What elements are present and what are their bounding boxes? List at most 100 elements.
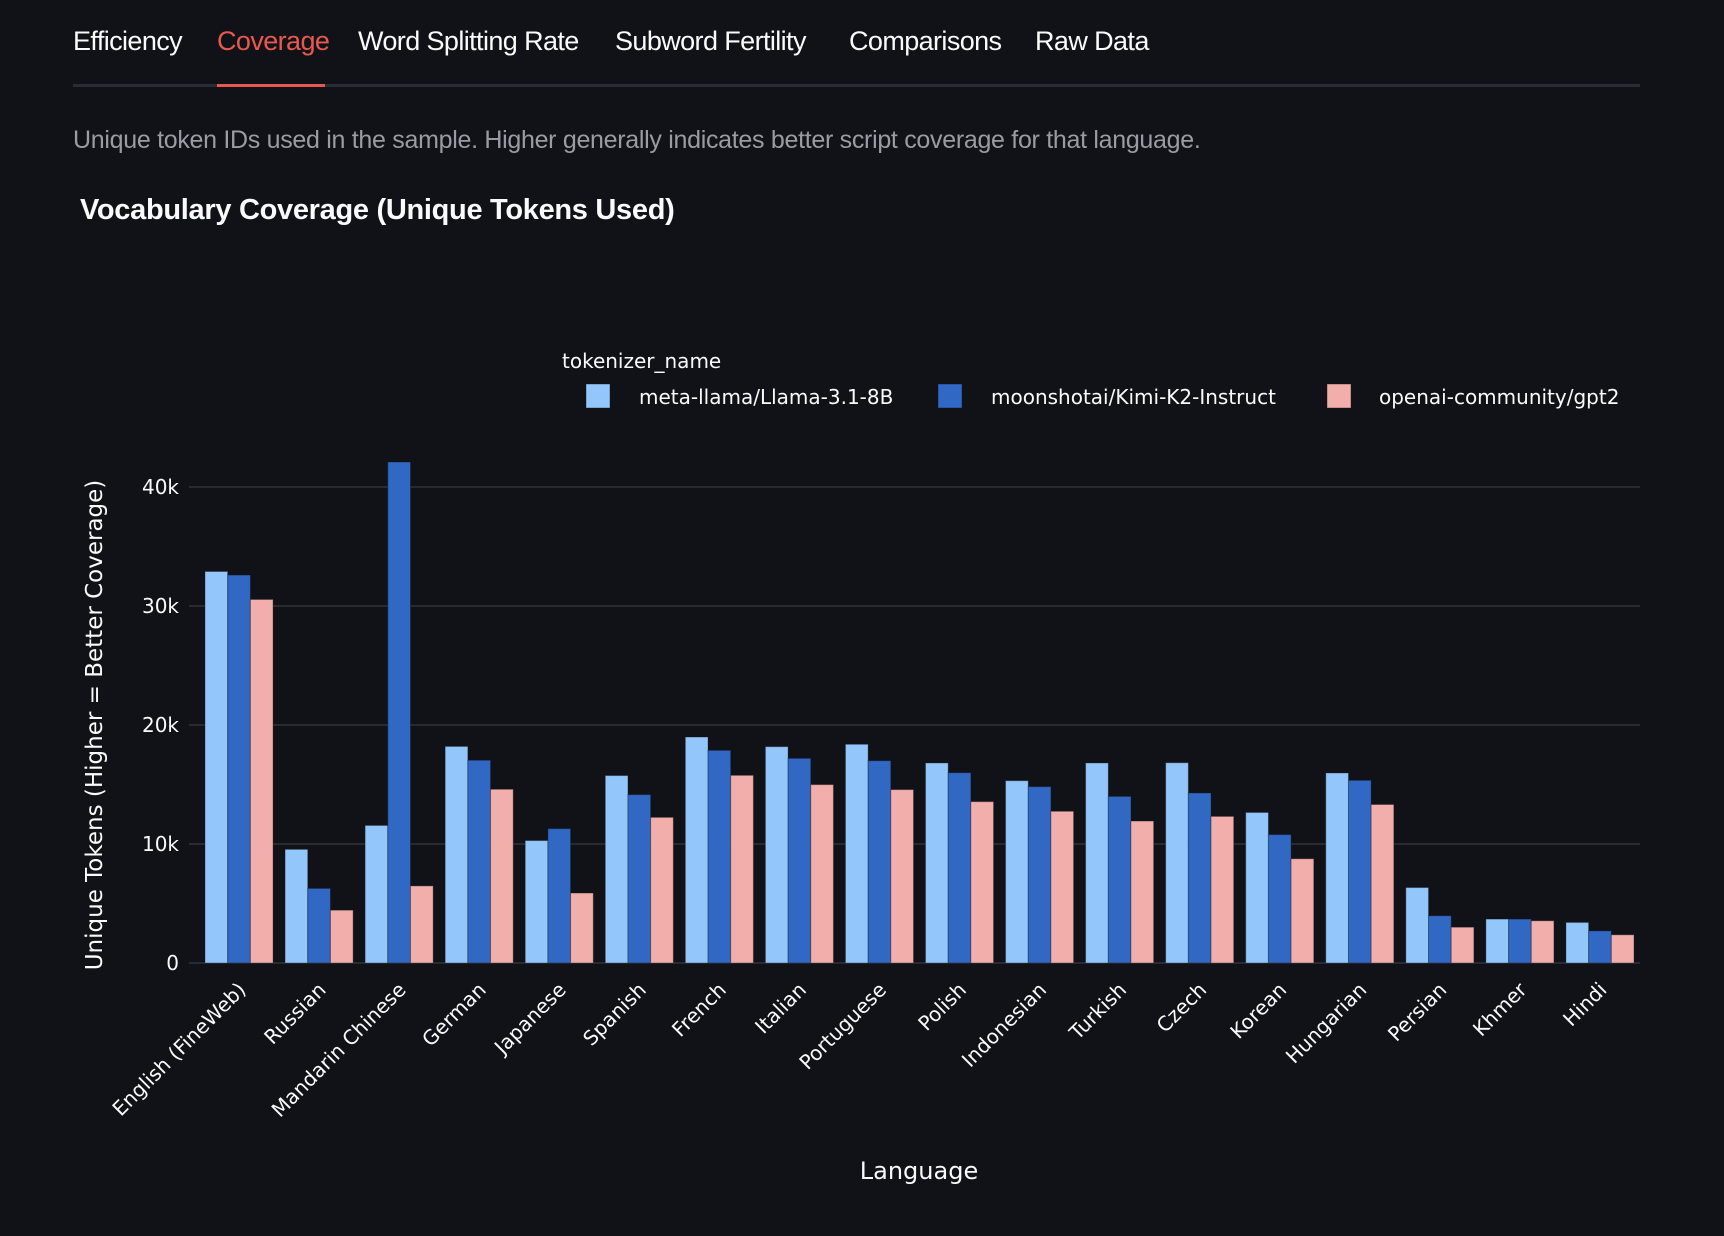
- bar-polish-series-2[interactable]: [947, 772, 972, 964]
- x-tick-label: Russian: [259, 978, 330, 1049]
- bar-german-series-3[interactable]: [490, 788, 514, 964]
- tab-word-splitting-rate[interactable]: Word Splitting Rate: [358, 26, 579, 56]
- bar-khmer-series-1[interactable]: [1485, 918, 1510, 964]
- bar-korean-series-2[interactable]: [1267, 834, 1292, 964]
- legend-item[interactable]: openai-community/gpt2: [1326, 383, 1619, 409]
- bar-polish-series-1[interactable]: [925, 762, 949, 964]
- tab-coverage[interactable]: Coverage: [217, 26, 330, 56]
- legend-label: meta-llama/Llama-3.1-8B: [639, 385, 893, 409]
- bar-mandarin-chinese-series-3[interactable]: [409, 885, 434, 964]
- bar-persian-series-2[interactable]: [1428, 915, 1452, 964]
- x-tick-label: Spanish: [578, 978, 651, 1051]
- bar-korean-series-1[interactable]: [1245, 811, 1269, 964]
- tab-bar: Efficiency Coverage Word Splitting Rate …: [73, 26, 1640, 88]
- bar-persian-series-1[interactable]: [1405, 887, 1430, 964]
- bar-czech-series-1[interactable]: [1165, 762, 1189, 964]
- bar-german-series-2[interactable]: [467, 759, 492, 964]
- bar-english-fineweb-series-1[interactable]: [204, 570, 229, 964]
- bar-russian-series-3[interactable]: [329, 909, 354, 964]
- x-tick-label: Portuguese: [794, 978, 891, 1075]
- x-tick-label: French: [667, 978, 731, 1042]
- x-tick-label: Japanese: [488, 978, 571, 1061]
- y-tick-label: 0: [166, 951, 179, 975]
- tab-raw-data[interactable]: Raw Data: [1035, 26, 1149, 56]
- bars: [204, 461, 1635, 964]
- x-tick-label: English (FineWeb): [107, 978, 250, 1121]
- x-tick-label: Polish: [913, 978, 971, 1036]
- legend-item[interactable]: moonshotai/Kimi-K2-Instruct: [937, 383, 1276, 409]
- legend-item[interactable]: meta-llama/Llama-3.1-8B: [585, 383, 893, 409]
- legend: tokenizer_name meta-llama/Llama-3.1-8B mo…: [562, 349, 1619, 409]
- x-tick-label: Czech: [1152, 978, 1212, 1038]
- bar-indonesian-series-2[interactable]: [1027, 786, 1052, 964]
- legend-swatch: [1326, 383, 1352, 409]
- bar-portuguese-series-3[interactable]: [890, 789, 915, 964]
- bar-persian-series-3[interactable]: [1450, 926, 1475, 964]
- y-tick-label: 30k: [142, 594, 179, 618]
- x-tick-label: Turkish: [1064, 978, 1131, 1045]
- bar-mandarin-chinese-series-2[interactable]: [387, 461, 411, 964]
- bar-polish-series-3[interactable]: [970, 801, 995, 964]
- bar-hungarian-series-1[interactable]: [1325, 772, 1349, 964]
- x-tick-label: Indonesian: [957, 978, 1051, 1072]
- coverage-description: Unique token IDs used in the sample. Hig…: [73, 126, 1201, 154]
- bar-french-series-2[interactable]: [707, 749, 732, 964]
- x-tick-label: Persian: [1383, 978, 1451, 1046]
- x-tick-label: Korean: [1225, 978, 1291, 1044]
- bar-indonesian-series-1[interactable]: [1005, 780, 1029, 964]
- bar-hindi-series-3[interactable]: [1610, 934, 1635, 964]
- bar-hungarian-series-2[interactable]: [1347, 779, 1372, 964]
- bar-japanese-series-3[interactable]: [570, 892, 594, 964]
- bar-german-series-1[interactable]: [444, 745, 469, 964]
- bar-khmer-series-3[interactable]: [1530, 920, 1555, 964]
- bar-italian-series-2[interactable]: [787, 757, 812, 964]
- y-axis-ticks: 0 10k 20k 30k 40k: [142, 475, 199, 975]
- x-tick-label: German: [417, 978, 491, 1052]
- x-tick-label: Hindi: [1558, 978, 1611, 1031]
- legend-label: moonshotai/Kimi-K2-Instruct: [991, 385, 1276, 409]
- bar-czech-series-3[interactable]: [1210, 815, 1235, 964]
- bar-khmer-series-2[interactable]: [1508, 918, 1532, 964]
- bar-japanese-series-1[interactable]: [524, 840, 549, 964]
- bar-hindi-series-1[interactable]: [1565, 921, 1590, 964]
- y-tick-label: 10k: [142, 832, 179, 856]
- x-tick-label: Mandarin Chinese: [267, 978, 411, 1122]
- bar-portuguese-series-1[interactable]: [844, 743, 869, 964]
- x-tick-label: Hungarian: [1281, 978, 1372, 1069]
- bar-spanish-series-2[interactable]: [627, 794, 652, 964]
- bar-spanish-series-1[interactable]: [604, 775, 629, 964]
- tab-comparisons[interactable]: Comparisons: [849, 26, 1002, 56]
- legend-swatch: [585, 383, 611, 409]
- tab-subword-fertility[interactable]: Subword Fertility: [615, 26, 806, 56]
- bar-hungarian-series-3[interactable]: [1370, 803, 1395, 964]
- bar-turkish-series-3[interactable]: [1130, 820, 1155, 964]
- bar-indonesian-series-3[interactable]: [1050, 810, 1075, 964]
- bar-portuguese-series-2[interactable]: [867, 760, 892, 964]
- tab-efficiency[interactable]: Efficiency: [73, 26, 183, 56]
- bar-japanese-series-2[interactable]: [547, 828, 572, 964]
- bar-korean-series-3[interactable]: [1290, 858, 1315, 964]
- bar-turkish-series-2[interactable]: [1107, 795, 1132, 964]
- bar-russian-series-1[interactable]: [284, 848, 309, 964]
- bar-english-fineweb-series-3[interactable]: [249, 598, 274, 964]
- legend-label: openai-community/gpt2: [1379, 385, 1619, 409]
- chart-title: Vocabulary Coverage (Unique Tokens Used): [80, 194, 675, 226]
- bar-hindi-series-2[interactable]: [1588, 930, 1612, 964]
- bar-mandarin-chinese-series-1[interactable]: [364, 824, 389, 964]
- y-tick-label: 20k: [142, 713, 179, 737]
- bar-french-series-1[interactable]: [684, 736, 709, 964]
- legend-swatch: [937, 383, 963, 409]
- bar-italian-series-3[interactable]: [810, 784, 834, 964]
- bar-spanish-series-3[interactable]: [650, 816, 674, 964]
- tab-track: [73, 84, 1640, 87]
- bar-french-series-3[interactable]: [730, 774, 754, 964]
- bar-english-fineweb-series-2[interactable]: [227, 574, 251, 964]
- bar-russian-series-2[interactable]: [307, 887, 331, 964]
- bar-turkish-series-1[interactable]: [1085, 762, 1109, 964]
- y-tick-label: 40k: [142, 475, 179, 499]
- legend-title: tokenizer_name: [562, 349, 721, 373]
- bar-czech-series-2[interactable]: [1187, 792, 1212, 964]
- bar-italian-series-1[interactable]: [764, 746, 789, 964]
